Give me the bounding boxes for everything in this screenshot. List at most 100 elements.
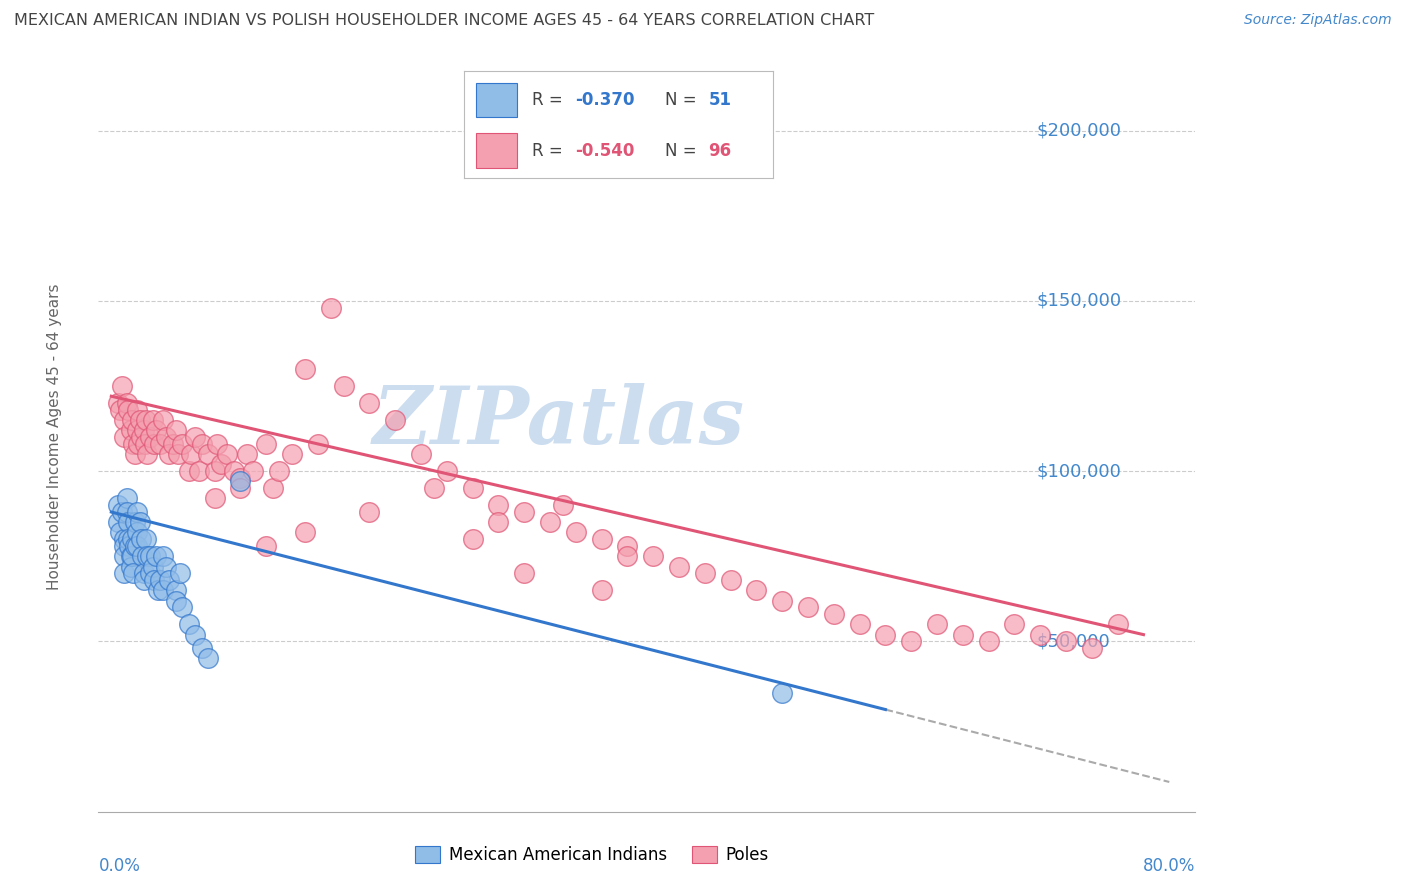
Point: [145, 423, 167, 437]
Point: [107, 515, 129, 529]
Point: [124, 515, 146, 529]
Point: [177, 464, 200, 478]
Point: [169, 566, 191, 581]
Point: [124, 447, 146, 461]
Point: [242, 464, 264, 478]
Point: [486, 515, 509, 529]
Text: Householder Income Ages 45 - 64 years: Householder Income Ages 45 - 64 years: [46, 284, 62, 591]
Point: [142, 573, 165, 587]
Point: [124, 539, 146, 553]
Point: [128, 413, 150, 427]
Point: [122, 437, 145, 451]
Point: [131, 549, 153, 564]
Legend: Mexican American Indians, Poles: Mexican American Indians, Poles: [409, 839, 775, 871]
Point: [513, 505, 536, 519]
Point: [112, 430, 135, 444]
Point: [209, 458, 232, 472]
Point: [565, 525, 588, 540]
Point: [157, 573, 180, 587]
Point: [359, 396, 381, 410]
Point: [145, 549, 167, 564]
Point: [132, 573, 155, 587]
Text: 96: 96: [709, 142, 731, 160]
Point: [165, 593, 187, 607]
Point: [111, 379, 134, 393]
Point: [267, 464, 290, 478]
Point: [977, 634, 1000, 648]
Point: [925, 617, 948, 632]
Point: [127, 505, 149, 519]
Point: [188, 464, 211, 478]
Point: [1004, 617, 1026, 632]
Point: [107, 396, 129, 410]
Point: [112, 539, 135, 553]
Point: [332, 379, 354, 393]
Point: [118, 539, 141, 553]
Point: [112, 413, 135, 427]
Point: [294, 525, 316, 540]
Point: [115, 491, 138, 506]
Point: [177, 617, 200, 632]
Point: [436, 464, 458, 478]
Point: [693, 566, 716, 581]
Point: [155, 559, 177, 574]
Text: R =: R =: [531, 142, 568, 160]
Point: [117, 515, 139, 529]
Point: [538, 515, 561, 529]
Point: [423, 481, 446, 495]
Point: [155, 430, 177, 444]
Point: [770, 685, 793, 699]
Point: [229, 471, 252, 485]
Point: [165, 583, 187, 598]
Text: Source: ZipAtlas.com: Source: ZipAtlas.com: [1244, 13, 1392, 28]
Point: [149, 573, 172, 587]
Point: [848, 617, 870, 632]
Point: [152, 583, 174, 598]
Point: [112, 533, 135, 547]
Text: 51: 51: [709, 91, 731, 109]
Text: $100,000: $100,000: [1036, 462, 1121, 480]
Point: [1054, 634, 1077, 648]
Point: [117, 402, 139, 417]
Point: [281, 447, 304, 461]
Point: [319, 301, 342, 315]
Point: [134, 437, 156, 451]
Point: [184, 430, 207, 444]
Point: [110, 402, 132, 417]
Point: [359, 505, 381, 519]
Point: [900, 634, 922, 648]
Bar: [477, 134, 516, 168]
Point: [132, 423, 155, 437]
Point: [146, 583, 169, 598]
Point: [720, 573, 742, 587]
Point: [142, 559, 165, 574]
Point: [149, 437, 172, 451]
Point: [236, 447, 259, 461]
Point: [513, 566, 536, 581]
Point: [1081, 641, 1104, 656]
Point: [129, 533, 152, 547]
Text: N =: N =: [665, 142, 702, 160]
Point: [142, 413, 165, 427]
Point: [551, 498, 574, 512]
Text: 0.0%: 0.0%: [98, 856, 141, 875]
Text: MEXICAN AMERICAN INDIAN VS POLISH HOUSEHOLDER INCOME AGES 45 - 64 YEARS CORRELAT: MEXICAN AMERICAN INDIAN VS POLISH HOUSEH…: [14, 13, 875, 29]
Point: [294, 362, 316, 376]
Point: [132, 566, 155, 581]
Point: [197, 447, 219, 461]
Point: [229, 481, 252, 495]
Point: [307, 437, 329, 451]
Point: [180, 447, 202, 461]
Point: [135, 413, 157, 427]
Point: [217, 447, 239, 461]
Point: [162, 437, 184, 451]
Text: ZIPatlas: ZIPatlas: [373, 384, 745, 461]
Text: $50,000: $50,000: [1036, 632, 1109, 650]
Point: [136, 549, 159, 564]
Point: [254, 437, 277, 451]
Point: [616, 539, 638, 553]
Point: [745, 583, 768, 598]
Point: [127, 437, 149, 451]
Text: -0.540: -0.540: [575, 142, 634, 160]
Point: [139, 549, 162, 564]
